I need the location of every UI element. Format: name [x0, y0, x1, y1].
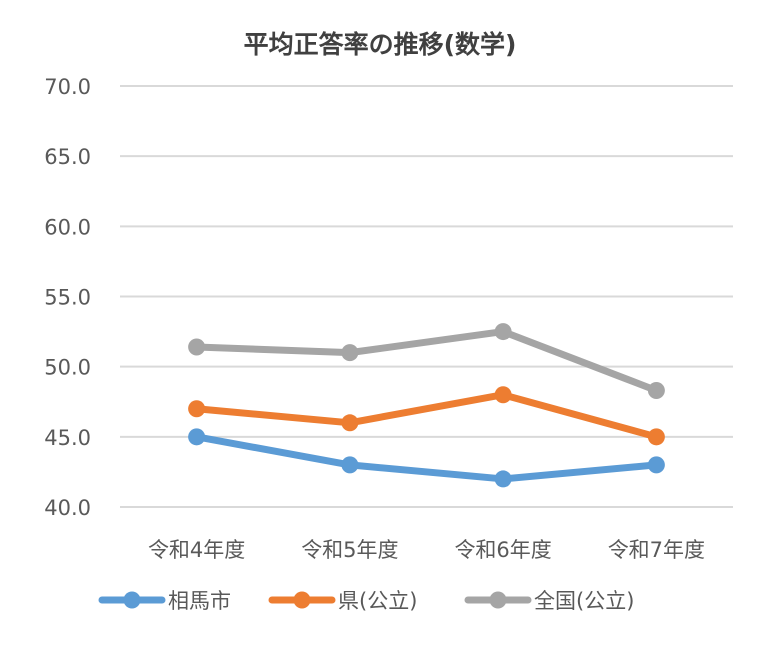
series-line	[193, 328, 660, 395]
legend-swatch-marker	[123, 591, 141, 609]
legend-swatch-marker	[293, 591, 311, 609]
data-point	[647, 382, 665, 400]
x-axis-tick-labels: 令和4年度 令和5年度 令和6年度 令和7年度	[148, 538, 705, 562]
data-point	[494, 323, 512, 341]
data-point	[188, 338, 206, 356]
legend-label: 県(公立)	[338, 589, 417, 613]
y-tick-label: 70.0	[44, 75, 91, 99]
data-point	[188, 400, 206, 418]
y-tick-label: 60.0	[44, 215, 91, 239]
legend-entry: 県(公立)	[268, 589, 417, 613]
data-point	[341, 456, 359, 474]
legend-entry: 全国(公立)	[464, 589, 634, 613]
legend: 相馬市 県(公立) 全国(公立)	[98, 589, 634, 613]
y-tick-label: 50.0	[44, 356, 91, 380]
y-axis-tick-labels: 40.0 45.0 50.0 55.0 60.0 65.0 70.0	[44, 75, 91, 520]
x-tick-label: 令和7年度	[608, 538, 705, 562]
x-tick-label: 令和5年度	[301, 538, 398, 562]
data-point	[341, 344, 359, 362]
data-point	[188, 428, 206, 446]
series-1	[188, 428, 665, 488]
data-point	[494, 386, 512, 404]
y-tick-label: 65.0	[44, 145, 91, 169]
grid-lines	[120, 85, 733, 508]
legend-entry: 相馬市	[98, 589, 231, 613]
legend-label: 相馬市	[168, 589, 231, 613]
series-line	[193, 433, 660, 483]
x-tick-label: 令和4年度	[148, 538, 245, 562]
y-tick-label: 45.0	[44, 426, 91, 450]
legend-label: 全国(公立)	[534, 589, 634, 613]
x-tick-label: 令和6年度	[454, 538, 551, 562]
data-point	[494, 470, 512, 488]
legend-swatch-marker	[489, 591, 507, 609]
series-2	[188, 386, 665, 446]
y-tick-label: 55.0	[44, 286, 91, 310]
chart-title: 平均正答率の推移(数学)	[244, 30, 517, 59]
data-point	[647, 456, 665, 474]
series-line	[193, 391, 660, 441]
series-layer	[188, 323, 665, 488]
y-tick-label: 40.0	[44, 496, 91, 520]
data-point	[341, 414, 359, 432]
series-3	[188, 323, 665, 400]
data-point	[647, 428, 665, 446]
